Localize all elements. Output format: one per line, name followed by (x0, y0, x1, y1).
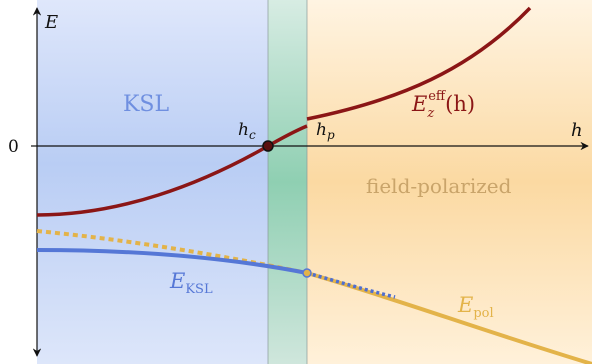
ksl-region (37, 0, 268, 364)
eksl-curve (36, 248, 308, 275)
polarized-label: field-polarized (366, 174, 512, 198)
polarized-region (307, 0, 592, 364)
ez-lower-curve (36, 124, 308, 217)
hp-point (302, 268, 312, 278)
intermediate-region (268, 0, 307, 364)
epol-label: Epol (457, 293, 494, 321)
ksl-label: KSL (123, 92, 170, 117)
epol-dotted-curve (36, 229, 308, 275)
ez-label: Ezeff(h) (411, 89, 475, 121)
x-axis-label: h (571, 120, 583, 141)
zero-label: 0 (8, 137, 19, 157)
hc-label: hc (238, 120, 256, 142)
hc-point (262, 140, 274, 152)
eksl-label: EKSL (169, 269, 213, 297)
hp-label: hp (316, 120, 335, 142)
ez-upper-curve (306, 6, 532, 121)
y-axis-label: E (44, 12, 58, 33)
